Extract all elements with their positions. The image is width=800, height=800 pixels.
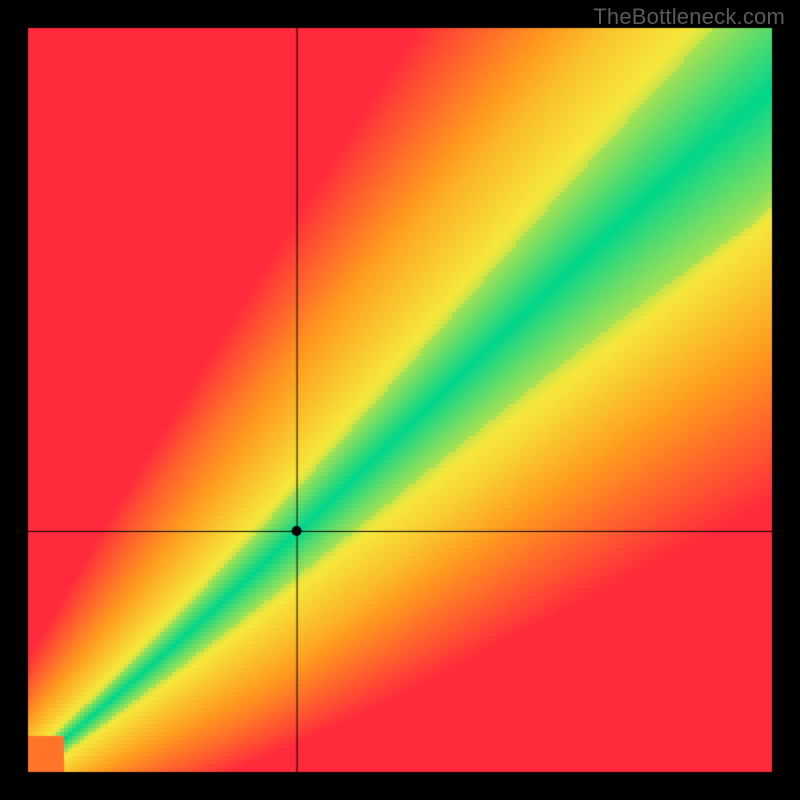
chart-container: TheBottleneck.com: [0, 0, 800, 800]
watermark-text: TheBottleneck.com: [593, 4, 785, 30]
bottleneck-heatmap: [0, 0, 800, 800]
